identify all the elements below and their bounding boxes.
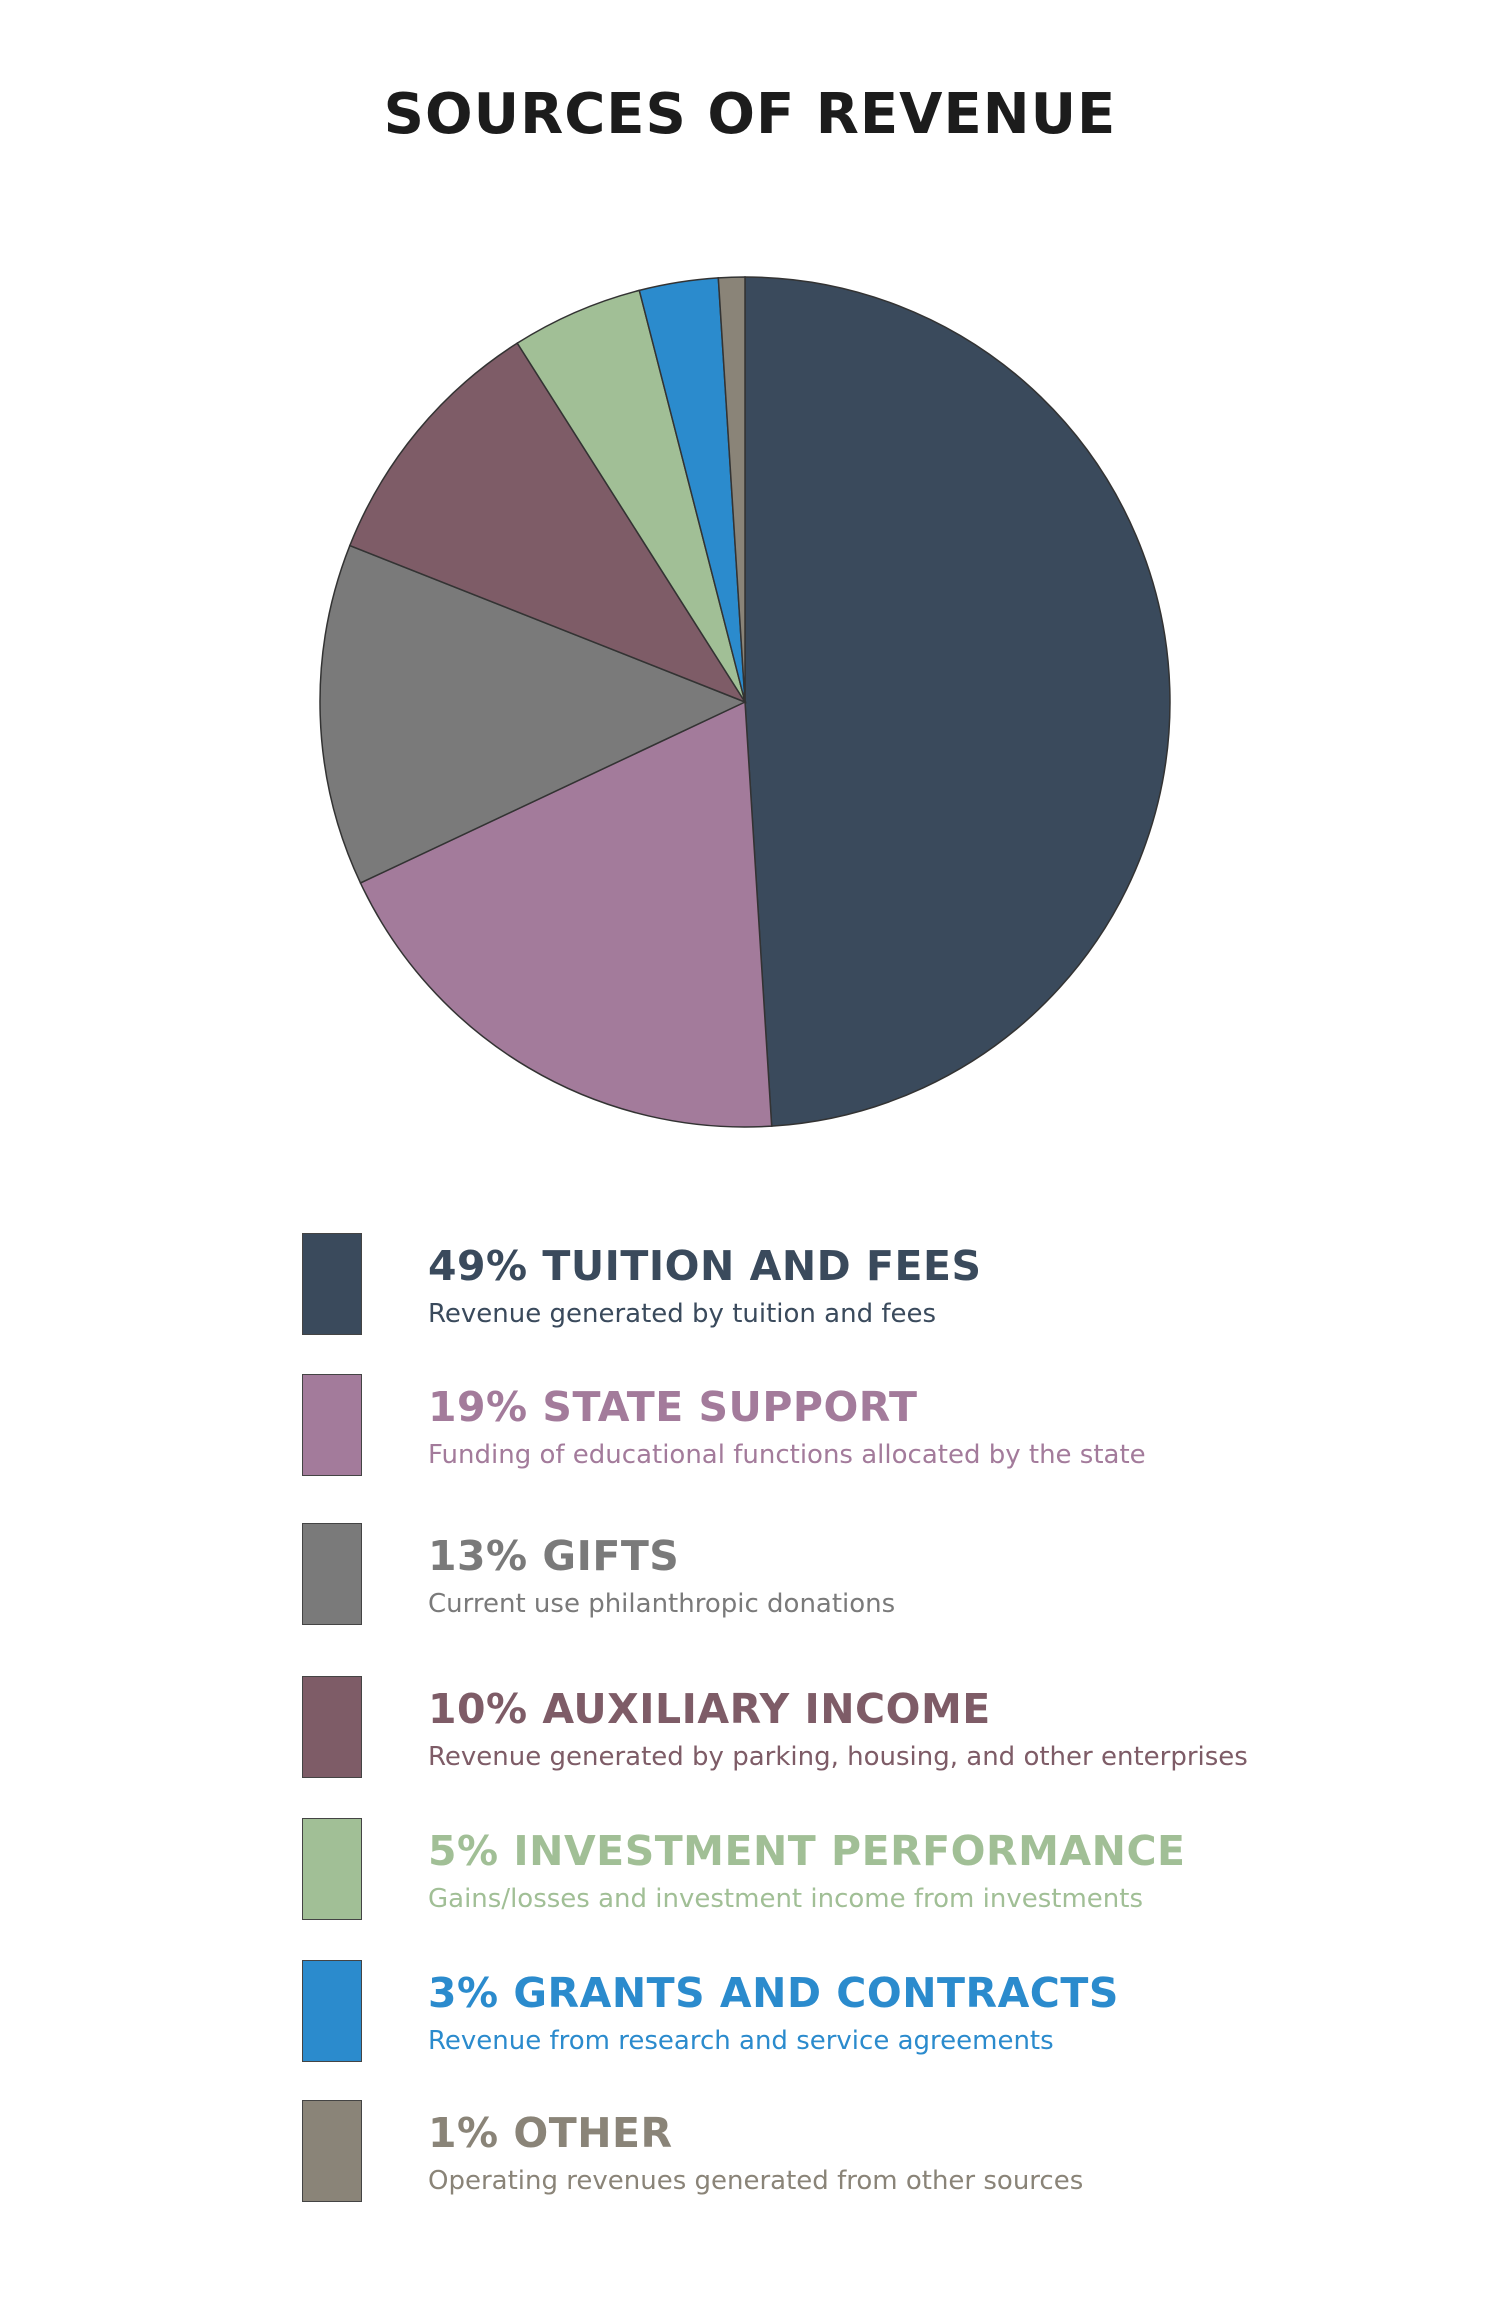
legend-description: Gains/losses and investment income from … — [428, 1884, 1144, 1914]
legend-swatch — [302, 2100, 362, 2202]
legend-description: Operating revenues generated from other … — [428, 2166, 1084, 2196]
pie-slice-other — [717, 276, 746, 703]
pie-slice-gifts — [319, 544, 747, 884]
legend-item-grants-and-contracts: 3% GRANTS AND CONTRACTS Revenue from rese… — [300, 1960, 1450, 2070]
legend-item-other: 1% OTHER Operating revenues generated fro… — [300, 2100, 1450, 2210]
legend-description: Funding of educational functions allocat… — [428, 1440, 1146, 1470]
legend-item-investment-performance: 5% INVESTMENT PERFORMANCE Gains/losses an… — [300, 1818, 1450, 1928]
legend-item-gifts: 13% GIFTS Current use philanthropic donat… — [300, 1523, 1450, 1633]
pie-slice-state-support — [359, 700, 773, 1128]
pie-chart — [319, 276, 1171, 1128]
legend-swatch — [302, 1818, 362, 1920]
legend-item-tuition-and-fees: 49% TUITION AND FEES Revenue generated by… — [300, 1233, 1450, 1343]
legend-swatch — [302, 1233, 362, 1335]
legend-swatch — [302, 1676, 362, 1778]
legend-heading: 19% STATE SUPPORT — [428, 1383, 918, 1431]
legend-heading: 1% OTHER — [428, 2109, 673, 2157]
legend-heading: 3% GRANTS AND CONTRACTS — [428, 1969, 1119, 2017]
legend-item-auxiliary-income: 10% AUXILIARY INCOME Revenue generated by… — [300, 1676, 1450, 1786]
legend-description: Current use philanthropic donations — [428, 1589, 896, 1619]
chart-title: SOURCES OF REVENUE — [383, 82, 1117, 147]
legend-item-state-support: 19% STATE SUPPORT Funding of educational … — [300, 1374, 1450, 1484]
legend-heading: 10% AUXILIARY INCOME — [428, 1685, 991, 1733]
legend-description: Revenue generated by tuition and fees — [428, 1299, 937, 1329]
legend-swatch — [302, 1960, 362, 2062]
legend-heading: 49% TUITION AND FEES — [428, 1242, 982, 1290]
legend-description: Revenue generated by parking, housing, a… — [428, 1742, 1248, 1772]
legend-swatch — [302, 1374, 362, 1476]
legend-heading: 13% GIFTS — [428, 1532, 680, 1580]
legend-heading: 5% INVESTMENT PERFORMANCE — [428, 1827, 1186, 1875]
pie-slice-auxiliary-income — [348, 342, 747, 704]
pie-slice-tuition-and-fees — [744, 276, 1171, 1127]
legend-swatch — [302, 1523, 362, 1625]
legend-description: Revenue from research and service agreem… — [428, 2026, 1054, 2056]
